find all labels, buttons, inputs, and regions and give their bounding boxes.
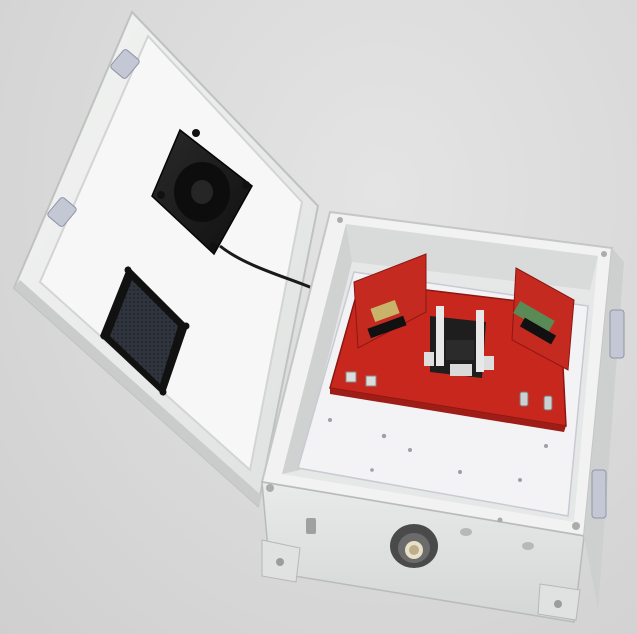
latch-icon [591, 309, 625, 519]
front-wall-details [306, 517, 534, 550]
latch-icon [47, 49, 140, 227]
daughter-board-left [353, 253, 427, 349]
vent-grille-icon [100, 266, 190, 396]
fan-icon [151, 128, 253, 256]
pcb-connectors [345, 371, 553, 411]
daughter-board-right [511, 267, 575, 371]
enclosure-lid [12, 10, 320, 508]
cable-gland-icon [390, 524, 438, 568]
heatsink-module [424, 306, 494, 378]
